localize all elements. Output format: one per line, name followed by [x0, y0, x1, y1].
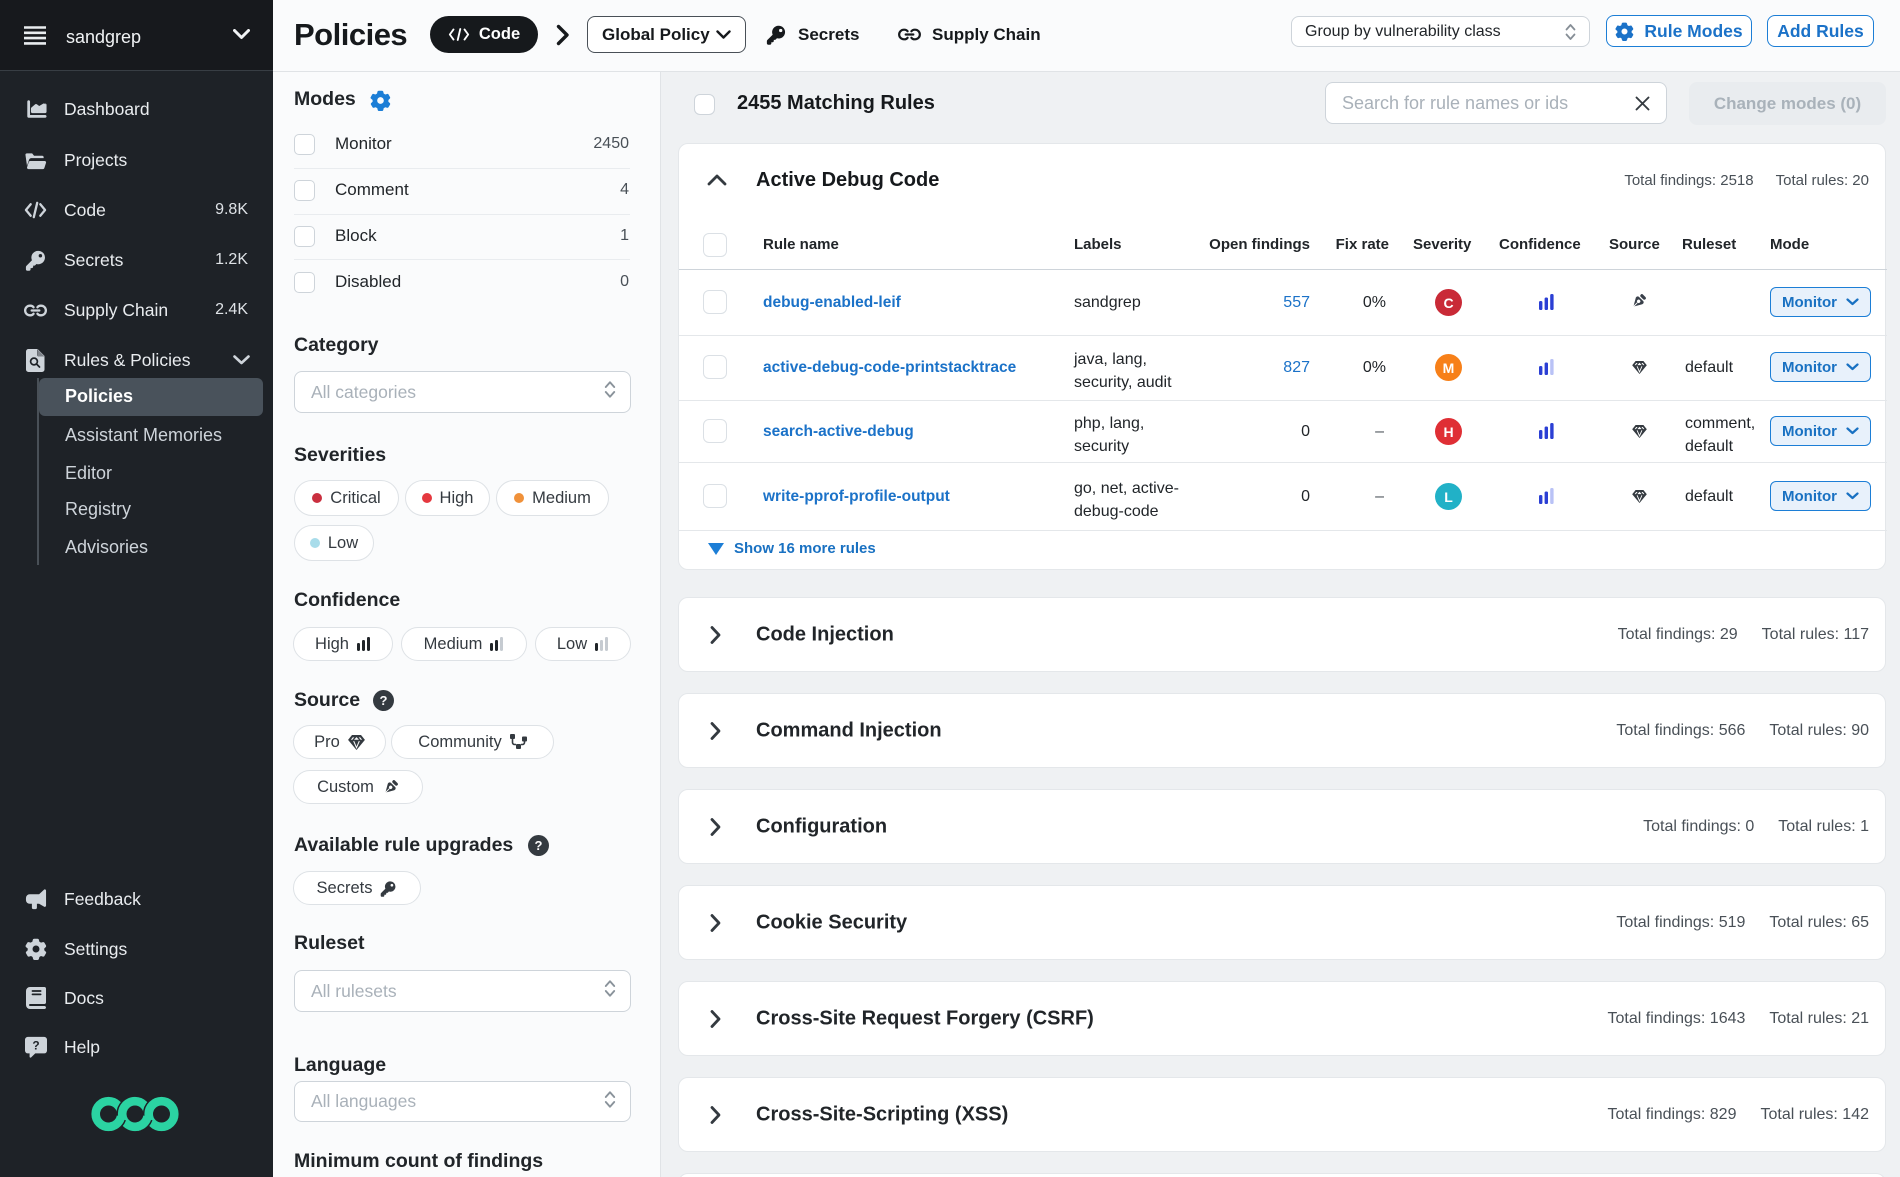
svg-text:?: ? [32, 1038, 39, 1052]
